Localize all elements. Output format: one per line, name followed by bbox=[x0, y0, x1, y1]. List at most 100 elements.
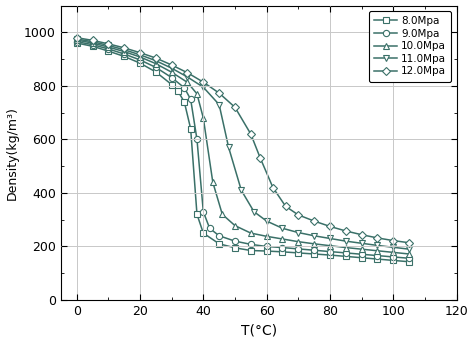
12.0Mpa bbox=[257, 156, 263, 160]
9.0Mpa bbox=[391, 255, 396, 259]
Line: 10.0Mpa: 10.0Mpa bbox=[73, 37, 412, 257]
Y-axis label: Density(kg/m³): Density(kg/m³) bbox=[6, 106, 18, 200]
11.0Mpa bbox=[374, 244, 380, 248]
8.0Mpa bbox=[327, 253, 333, 257]
12.0Mpa bbox=[169, 63, 174, 67]
10.0Mpa bbox=[295, 240, 301, 244]
9.0Mpa bbox=[248, 242, 254, 246]
9.0Mpa bbox=[169, 75, 174, 80]
8.0Mpa bbox=[295, 251, 301, 255]
11.0Mpa bbox=[226, 145, 231, 150]
10.0Mpa bbox=[327, 244, 333, 248]
9.0Mpa bbox=[207, 226, 212, 230]
10.0Mpa bbox=[391, 250, 396, 255]
8.0Mpa bbox=[216, 242, 222, 246]
12.0Mpa bbox=[153, 56, 159, 60]
10.0Mpa bbox=[248, 231, 254, 235]
12.0Mpa bbox=[201, 80, 206, 84]
11.0Mpa bbox=[74, 37, 80, 41]
9.0Mpa bbox=[153, 65, 159, 69]
12.0Mpa bbox=[374, 236, 380, 240]
11.0Mpa bbox=[295, 230, 301, 235]
9.0Mpa bbox=[216, 234, 222, 238]
10.0Mpa bbox=[74, 38, 80, 42]
8.0Mpa bbox=[137, 61, 143, 65]
10.0Mpa bbox=[90, 41, 95, 45]
11.0Mpa bbox=[359, 241, 365, 245]
12.0Mpa bbox=[232, 105, 238, 109]
9.0Mpa bbox=[201, 210, 206, 214]
9.0Mpa bbox=[374, 253, 380, 258]
12.0Mpa bbox=[185, 71, 191, 75]
8.0Mpa bbox=[194, 212, 200, 216]
11.0Mpa bbox=[106, 43, 111, 47]
11.0Mpa bbox=[327, 236, 333, 240]
12.0Mpa bbox=[359, 233, 365, 237]
10.0Mpa bbox=[406, 252, 412, 256]
11.0Mpa bbox=[169, 66, 174, 70]
12.0Mpa bbox=[343, 229, 348, 233]
8.0Mpa bbox=[121, 54, 127, 58]
10.0Mpa bbox=[194, 92, 200, 96]
8.0Mpa bbox=[406, 260, 412, 264]
11.0Mpa bbox=[311, 234, 317, 238]
10.0Mpa bbox=[153, 62, 159, 66]
12.0Mpa bbox=[327, 224, 333, 228]
Legend: 8.0Mpa, 9.0Mpa, 10.0Mpa, 11.0Mpa, 12.0Mpa: 8.0Mpa, 9.0Mpa, 10.0Mpa, 11.0Mpa, 12.0Mp… bbox=[369, 11, 451, 82]
12.0Mpa bbox=[295, 213, 301, 217]
11.0Mpa bbox=[406, 247, 412, 251]
8.0Mpa bbox=[264, 249, 269, 253]
8.0Mpa bbox=[90, 44, 95, 48]
11.0Mpa bbox=[201, 85, 206, 89]
9.0Mpa bbox=[406, 256, 412, 260]
10.0Mpa bbox=[343, 246, 348, 250]
9.0Mpa bbox=[264, 245, 269, 249]
12.0Mpa bbox=[391, 238, 396, 243]
8.0Mpa bbox=[74, 41, 80, 45]
X-axis label: T(°C): T(°C) bbox=[241, 323, 277, 338]
8.0Mpa bbox=[201, 231, 206, 235]
11.0Mpa bbox=[238, 188, 244, 192]
12.0Mpa bbox=[270, 186, 276, 190]
8.0Mpa bbox=[188, 127, 193, 131]
11.0Mpa bbox=[121, 48, 127, 52]
11.0Mpa bbox=[251, 210, 257, 214]
11.0Mpa bbox=[343, 239, 348, 243]
10.0Mpa bbox=[121, 49, 127, 54]
9.0Mpa bbox=[359, 252, 365, 256]
Line: 9.0Mpa: 9.0Mpa bbox=[73, 38, 412, 261]
8.0Mpa bbox=[248, 248, 254, 252]
12.0Mpa bbox=[121, 46, 127, 50]
10.0Mpa bbox=[219, 212, 225, 216]
8.0Mpa bbox=[391, 258, 396, 262]
12.0Mpa bbox=[106, 42, 111, 46]
11.0Mpa bbox=[216, 103, 222, 107]
12.0Mpa bbox=[248, 132, 254, 136]
9.0Mpa bbox=[327, 249, 333, 253]
12.0Mpa bbox=[74, 36, 80, 40]
11.0Mpa bbox=[90, 40, 95, 44]
8.0Mpa bbox=[153, 70, 159, 74]
9.0Mpa bbox=[106, 47, 111, 51]
8.0Mpa bbox=[280, 250, 285, 254]
10.0Mpa bbox=[280, 237, 285, 241]
10.0Mpa bbox=[311, 242, 317, 246]
11.0Mpa bbox=[391, 245, 396, 249]
9.0Mpa bbox=[295, 247, 301, 251]
11.0Mpa bbox=[153, 59, 159, 63]
12.0Mpa bbox=[137, 51, 143, 55]
9.0Mpa bbox=[194, 137, 200, 141]
8.0Mpa bbox=[106, 49, 111, 53]
11.0Mpa bbox=[280, 226, 285, 230]
10.0Mpa bbox=[137, 55, 143, 59]
10.0Mpa bbox=[106, 45, 111, 49]
9.0Mpa bbox=[182, 86, 187, 90]
10.0Mpa bbox=[359, 247, 365, 251]
9.0Mpa bbox=[90, 43, 95, 47]
9.0Mpa bbox=[343, 251, 348, 255]
12.0Mpa bbox=[406, 241, 412, 245]
11.0Mpa bbox=[137, 53, 143, 57]
8.0Mpa bbox=[175, 89, 181, 93]
12.0Mpa bbox=[216, 91, 222, 95]
9.0Mpa bbox=[137, 58, 143, 62]
